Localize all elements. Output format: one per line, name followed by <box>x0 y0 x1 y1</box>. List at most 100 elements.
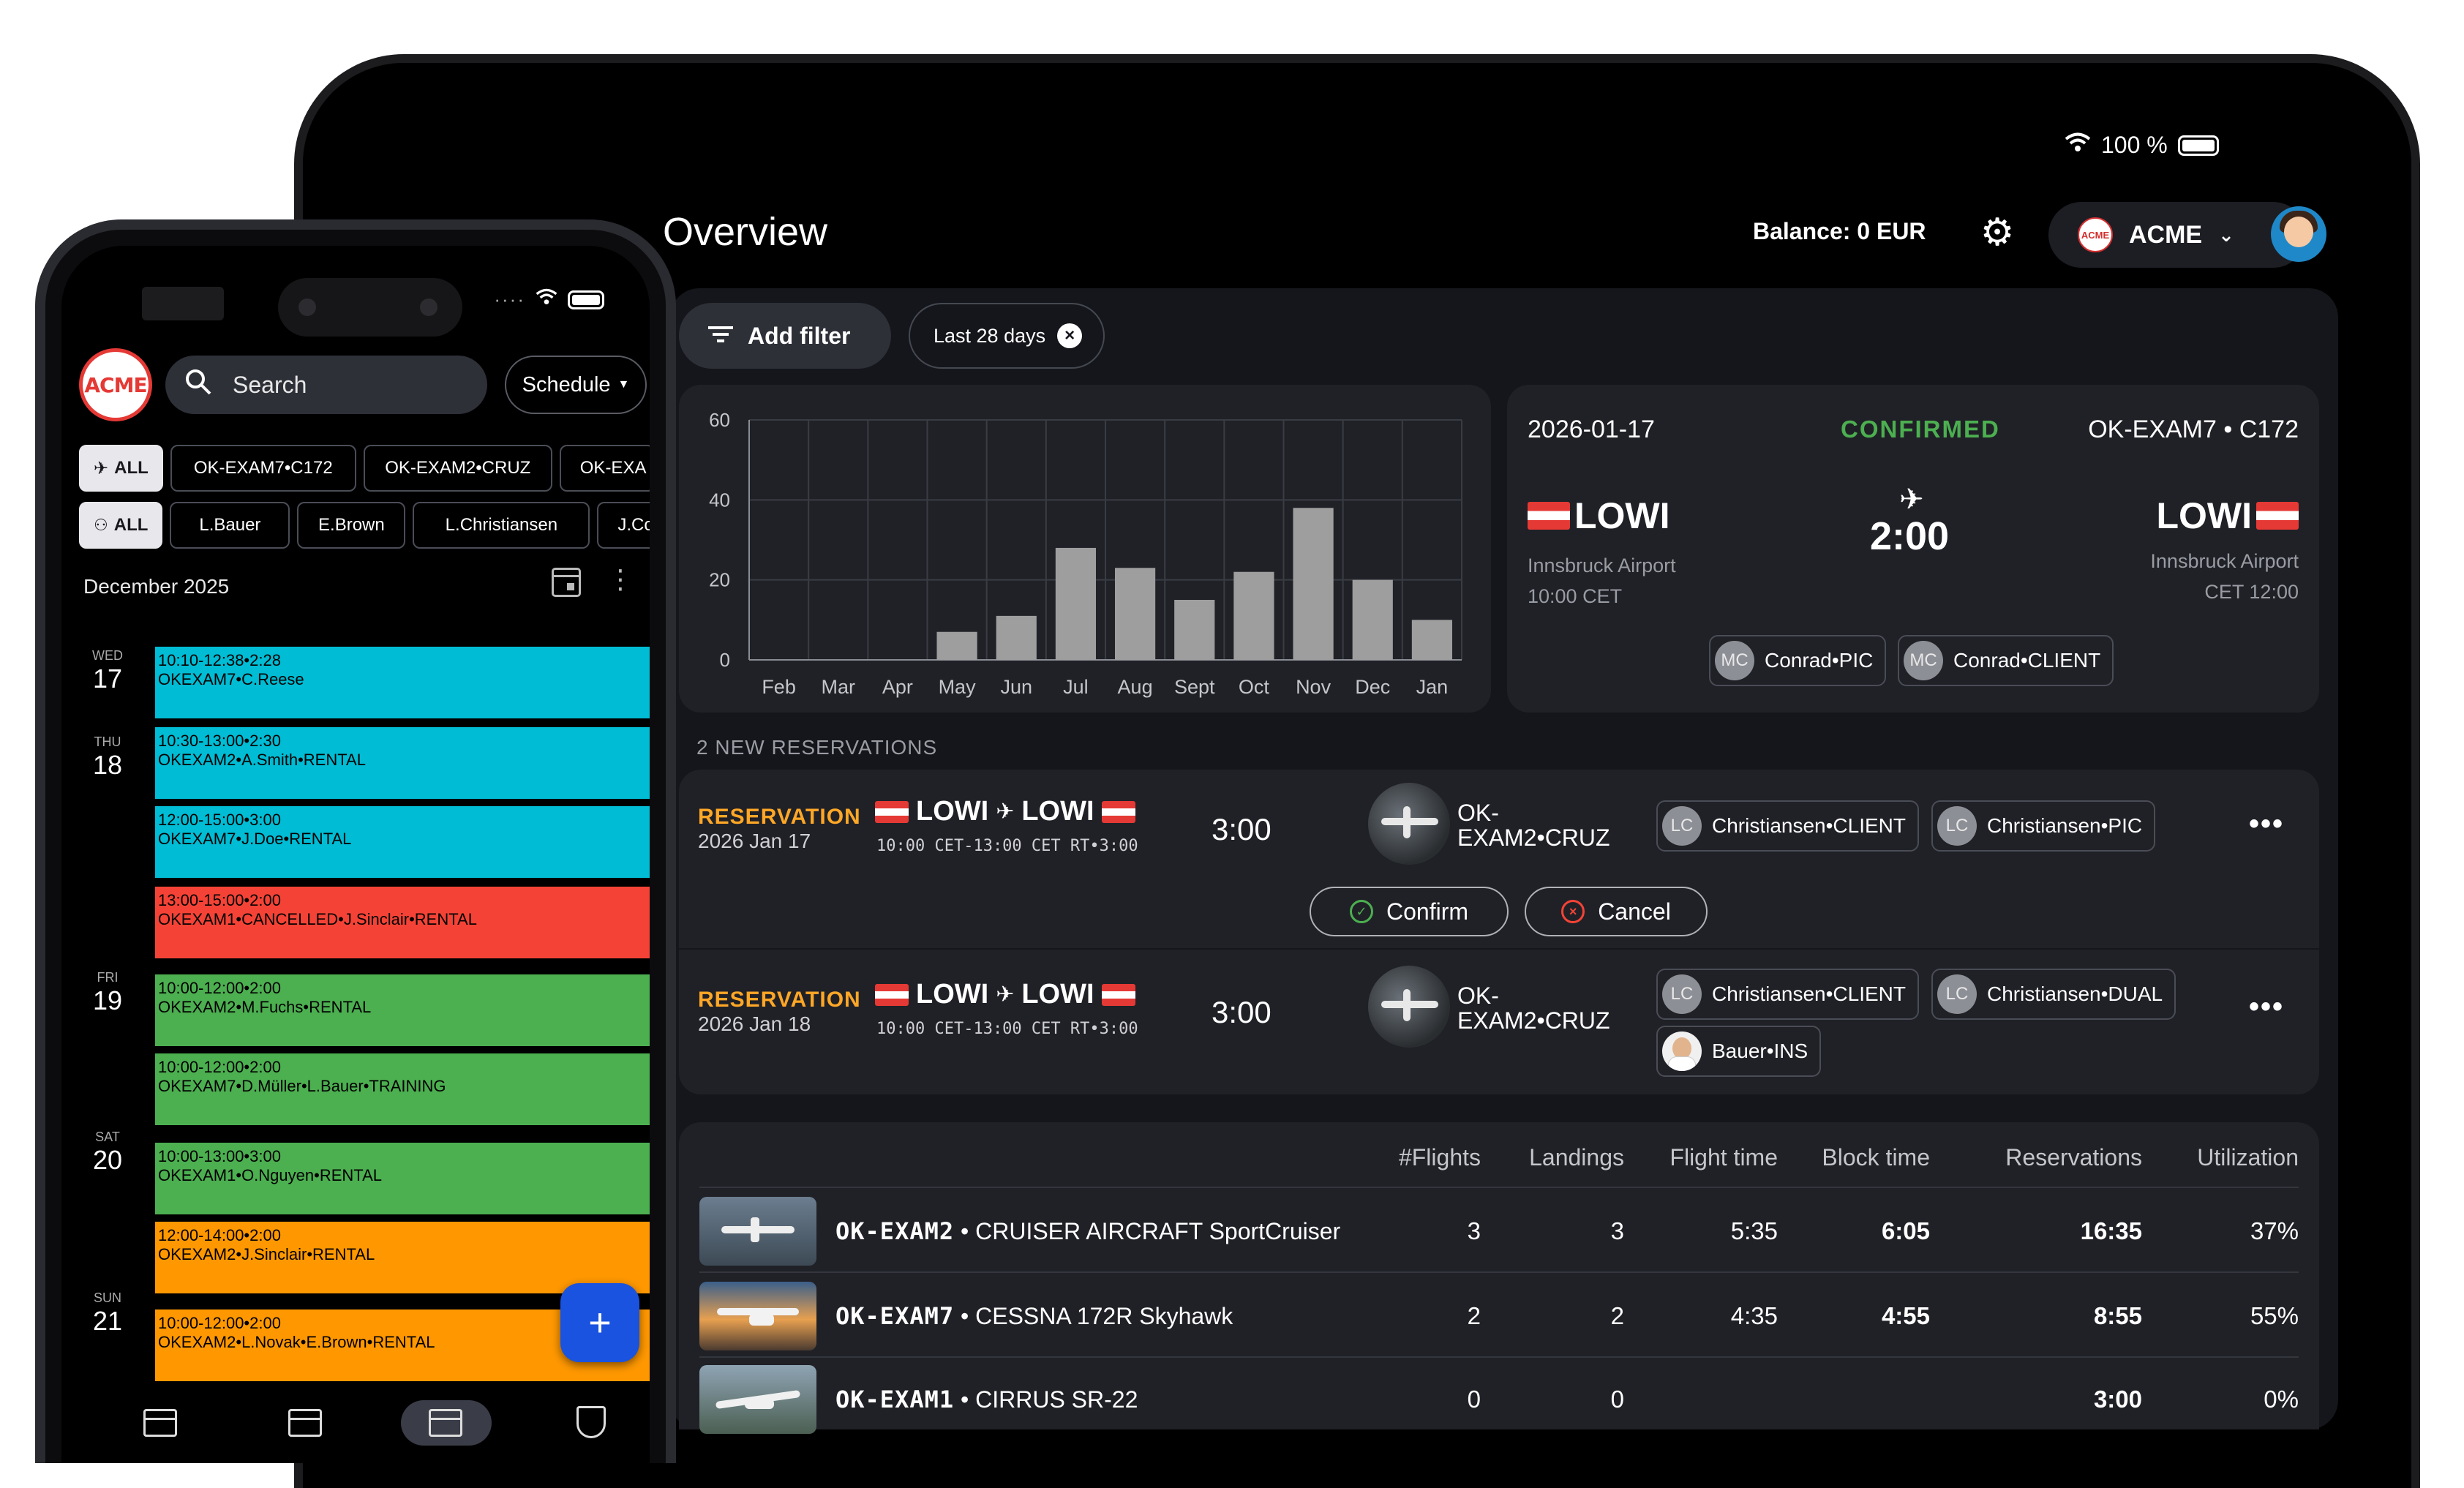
day-label: THU 18 <box>82 734 133 781</box>
reservation-times: 10:00 CET-13:00 CET RT•3:00 <box>876 1020 1138 1038</box>
table-row[interactable]: OK-EXAM7 • CESSNA 172R Skyhawk 2 2 4:35 … <box>679 1277 2319 1356</box>
reservation-duration: 3:00 <box>1212 812 1272 846</box>
col-header-landings: Landings <box>1529 1144 1624 1171</box>
y-tick-label: 0 <box>720 649 730 671</box>
cancel-button[interactable]: × Cancel <box>1525 887 1708 936</box>
people-filter-chip[interactable]: L.Bauer <box>170 502 290 549</box>
people-filter-chip[interactable]: J.Corn <box>597 502 650 549</box>
reservation-row[interactable]: RESERVATION 2026 Jan 18 LOWI ✈ LOWI 10:0… <box>679 948 2319 1094</box>
org-selector[interactable]: ACME ACME ⌄ <box>2048 202 2306 268</box>
event-time: 10:30-13:00•2:30 <box>158 732 281 750</box>
x-tick-label: Sept <box>1174 676 1215 698</box>
austria-flag-icon <box>1528 502 1570 530</box>
add-filter-button[interactable]: Add filter <box>679 303 891 369</box>
confirm-button[interactable]: ✓ Confirm <box>1310 887 1509 936</box>
calendar-icon[interactable] <box>552 568 581 597</box>
chip-label: OK-EXA <box>579 458 647 478</box>
aircraft-name-line1: OK- <box>1457 800 1499 826</box>
aircraft-model: • CESSNA 172R Skyhawk <box>961 1303 1233 1329</box>
schedule-view-icon[interactable] <box>429 1409 462 1437</box>
aircraft-filter-all[interactable]: ✈ ALL <box>79 445 163 492</box>
person-chip[interactable]: LC Christiansen•CLIENT <box>1656 800 1920 852</box>
date-filter-chip[interactable]: Last 28 days × <box>909 303 1105 369</box>
schedule-dropdown[interactable]: Schedule ▼ <box>505 356 647 414</box>
bar-aug <box>1114 568 1156 660</box>
user-avatar[interactable] <box>2271 206 2326 262</box>
more-options-icon[interactable]: ••• <box>2248 808 2284 840</box>
bar-jan <box>1411 620 1453 660</box>
aircraft-name-line2: EXAM2•CRUZ <box>1457 824 1610 851</box>
initials-avatar: LC <box>1937 974 1977 1014</box>
person-label: Christiansen•DUAL <box>1987 982 2163 1005</box>
people-filter-all[interactable]: ⚇ L.Bauer ALL <box>79 502 163 549</box>
day-number: 19 <box>92 985 123 1015</box>
people-filter-chip[interactable]: L.Christiansen <box>413 502 590 549</box>
reservation-row[interactable]: RESERVATION 2026 Jan 17 LOWI ✈ LOWI 10:0… <box>679 770 2319 936</box>
battery-icon <box>568 290 604 309</box>
table-row[interactable]: OK-EXAM2 • CRUISER AIRCRAFT SportCruiser… <box>679 1192 2319 1271</box>
day-label: WED 17 <box>82 648 133 694</box>
person-label: Conrad•PIC <box>1765 649 1874 672</box>
route-from: LOWI <box>916 979 989 1010</box>
day-of-week: THU <box>94 734 121 749</box>
schedule-event[interactable]: 12:00-14:00•2:00 OKEXAM2•J.Sinclair•RENTA… <box>155 1222 650 1293</box>
day-number: 17 <box>92 664 123 694</box>
x-tick-label: May <box>939 676 977 698</box>
calendar-view-icon[interactable] <box>143 1409 177 1437</box>
schedule-event[interactable]: 13:00-15:00•2:00 OKEXAM1•CANCELLED•J.Sinc… <box>155 887 650 958</box>
divider <box>699 1271 2299 1273</box>
y-tick-label: 60 <box>709 409 730 431</box>
kebab-menu-icon[interactable]: ⋮ <box>607 564 634 594</box>
reservations-list: RESERVATION 2026 Jan 17 LOWI ✈ LOWI 10:0… <box>679 770 2319 1094</box>
search-input[interactable]: Search <box>165 356 487 414</box>
event-description: OKEXAM2•L.Novak•E.Brown•RENTAL <box>158 1333 435 1351</box>
table-row[interactable]: OK-EXAM1 • CIRRUS SR-22 0 0 3:00 0% <box>679 1361 2319 1440</box>
reservation-route: LOWI ✈ LOWI <box>875 796 1135 827</box>
schedule-event[interactable]: 10:10-12:38•2:28 OKEXAM7•C.Reese <box>155 647 650 718</box>
event-time: 12:00-14:00•2:00 <box>158 1226 281 1244</box>
day-number: 20 <box>92 1145 123 1175</box>
aircraft-filter-chip[interactable]: OK-EXA <box>559 445 650 492</box>
event-time: 13:00-15:00•2:00 <box>158 891 281 909</box>
bar-may <box>936 631 977 660</box>
org-name: ACME <box>2129 220 2203 249</box>
people-filter-chip[interactable]: E.Brown <box>297 502 406 549</box>
person-chip[interactable]: LC Christiansen•PIC <box>1931 800 2156 852</box>
security-icon[interactable] <box>576 1406 606 1438</box>
y-tick-label: 40 <box>709 489 730 511</box>
person-label: Christiansen•CLIENT <box>1712 982 1907 1005</box>
table-view-icon[interactable] <box>288 1409 322 1437</box>
schedule-event[interactable]: 10:00-12:00•2:00 OKEXAM2•M.Fuchs•RENTAL <box>155 974 650 1046</box>
schedule-event[interactable]: 10:30-13:00•2:30 OKEXAM2•A.Smith•RENTAL <box>155 727 650 799</box>
close-icon[interactable]: × <box>1057 323 1083 348</box>
divider <box>699 1187 2299 1188</box>
austria-flag-icon <box>1101 800 1135 823</box>
add-reservation-button[interactable]: + <box>560 1283 639 1362</box>
cell-block-time: 6:05 <box>1881 1217 1930 1244</box>
aircraft-photo <box>699 1197 816 1266</box>
reservation-aircraft: OK-EXAM7 • C172 <box>2088 416 2299 443</box>
schedule-event[interactable]: 10:00-12:00•2:00 OKEXAM7•D.Müller•L.Bauer… <box>155 1053 650 1125</box>
event-time: 12:00-15:00•3:00 <box>158 811 281 829</box>
person-chip[interactable]: LC Christiansen•CLIENT <box>1656 969 1920 1020</box>
person-chip[interactable]: MC Conrad•CLIENT <box>1898 635 2114 686</box>
settings-gear-icon[interactable]: ⚙ <box>1980 211 2015 254</box>
schedule-event[interactable]: 12:00-15:00•3:00 OKEXAM7•J.Doe•RENTAL <box>155 806 650 878</box>
aircraft-thumbnail <box>1368 966 1450 1048</box>
aircraft-filter-chip[interactable]: OK-EXAM7•C172 <box>170 445 356 492</box>
person-chip[interactable]: LC Christiansen•DUAL <box>1931 969 2176 1020</box>
person-chip[interactable]: MC Conrad•PIC <box>1709 635 1887 686</box>
upcoming-reservation-card[interactable]: 2026-01-17 CONFIRMED OK-EXAM7 • C172 LOW… <box>1507 385 2319 713</box>
aircraft-filter-chip[interactable]: OK-EXAM2•CRUZ <box>363 445 552 492</box>
event-description: OKEXAM7•C.Reese <box>158 670 304 688</box>
person-chip[interactable]: Bauer•INS <box>1656 1026 1822 1077</box>
day-label: SAT 20 <box>82 1130 133 1176</box>
schedule-event[interactable]: 10:00-13:00•3:00 OKEXAM1•O.Nguyen•RENTAL <box>155 1143 650 1214</box>
acme-logo[interactable]: ACME <box>79 348 152 421</box>
bar-jul <box>1055 547 1097 660</box>
initials-avatar: LC <box>1937 806 1977 846</box>
cell-reservations: 16:35 <box>2080 1217 2142 1244</box>
more-options-icon[interactable]: ••• <box>2248 991 2284 1023</box>
plane-icon: ✈ <box>94 458 109 478</box>
person-label: Bauer•INS <box>1712 1040 1808 1062</box>
